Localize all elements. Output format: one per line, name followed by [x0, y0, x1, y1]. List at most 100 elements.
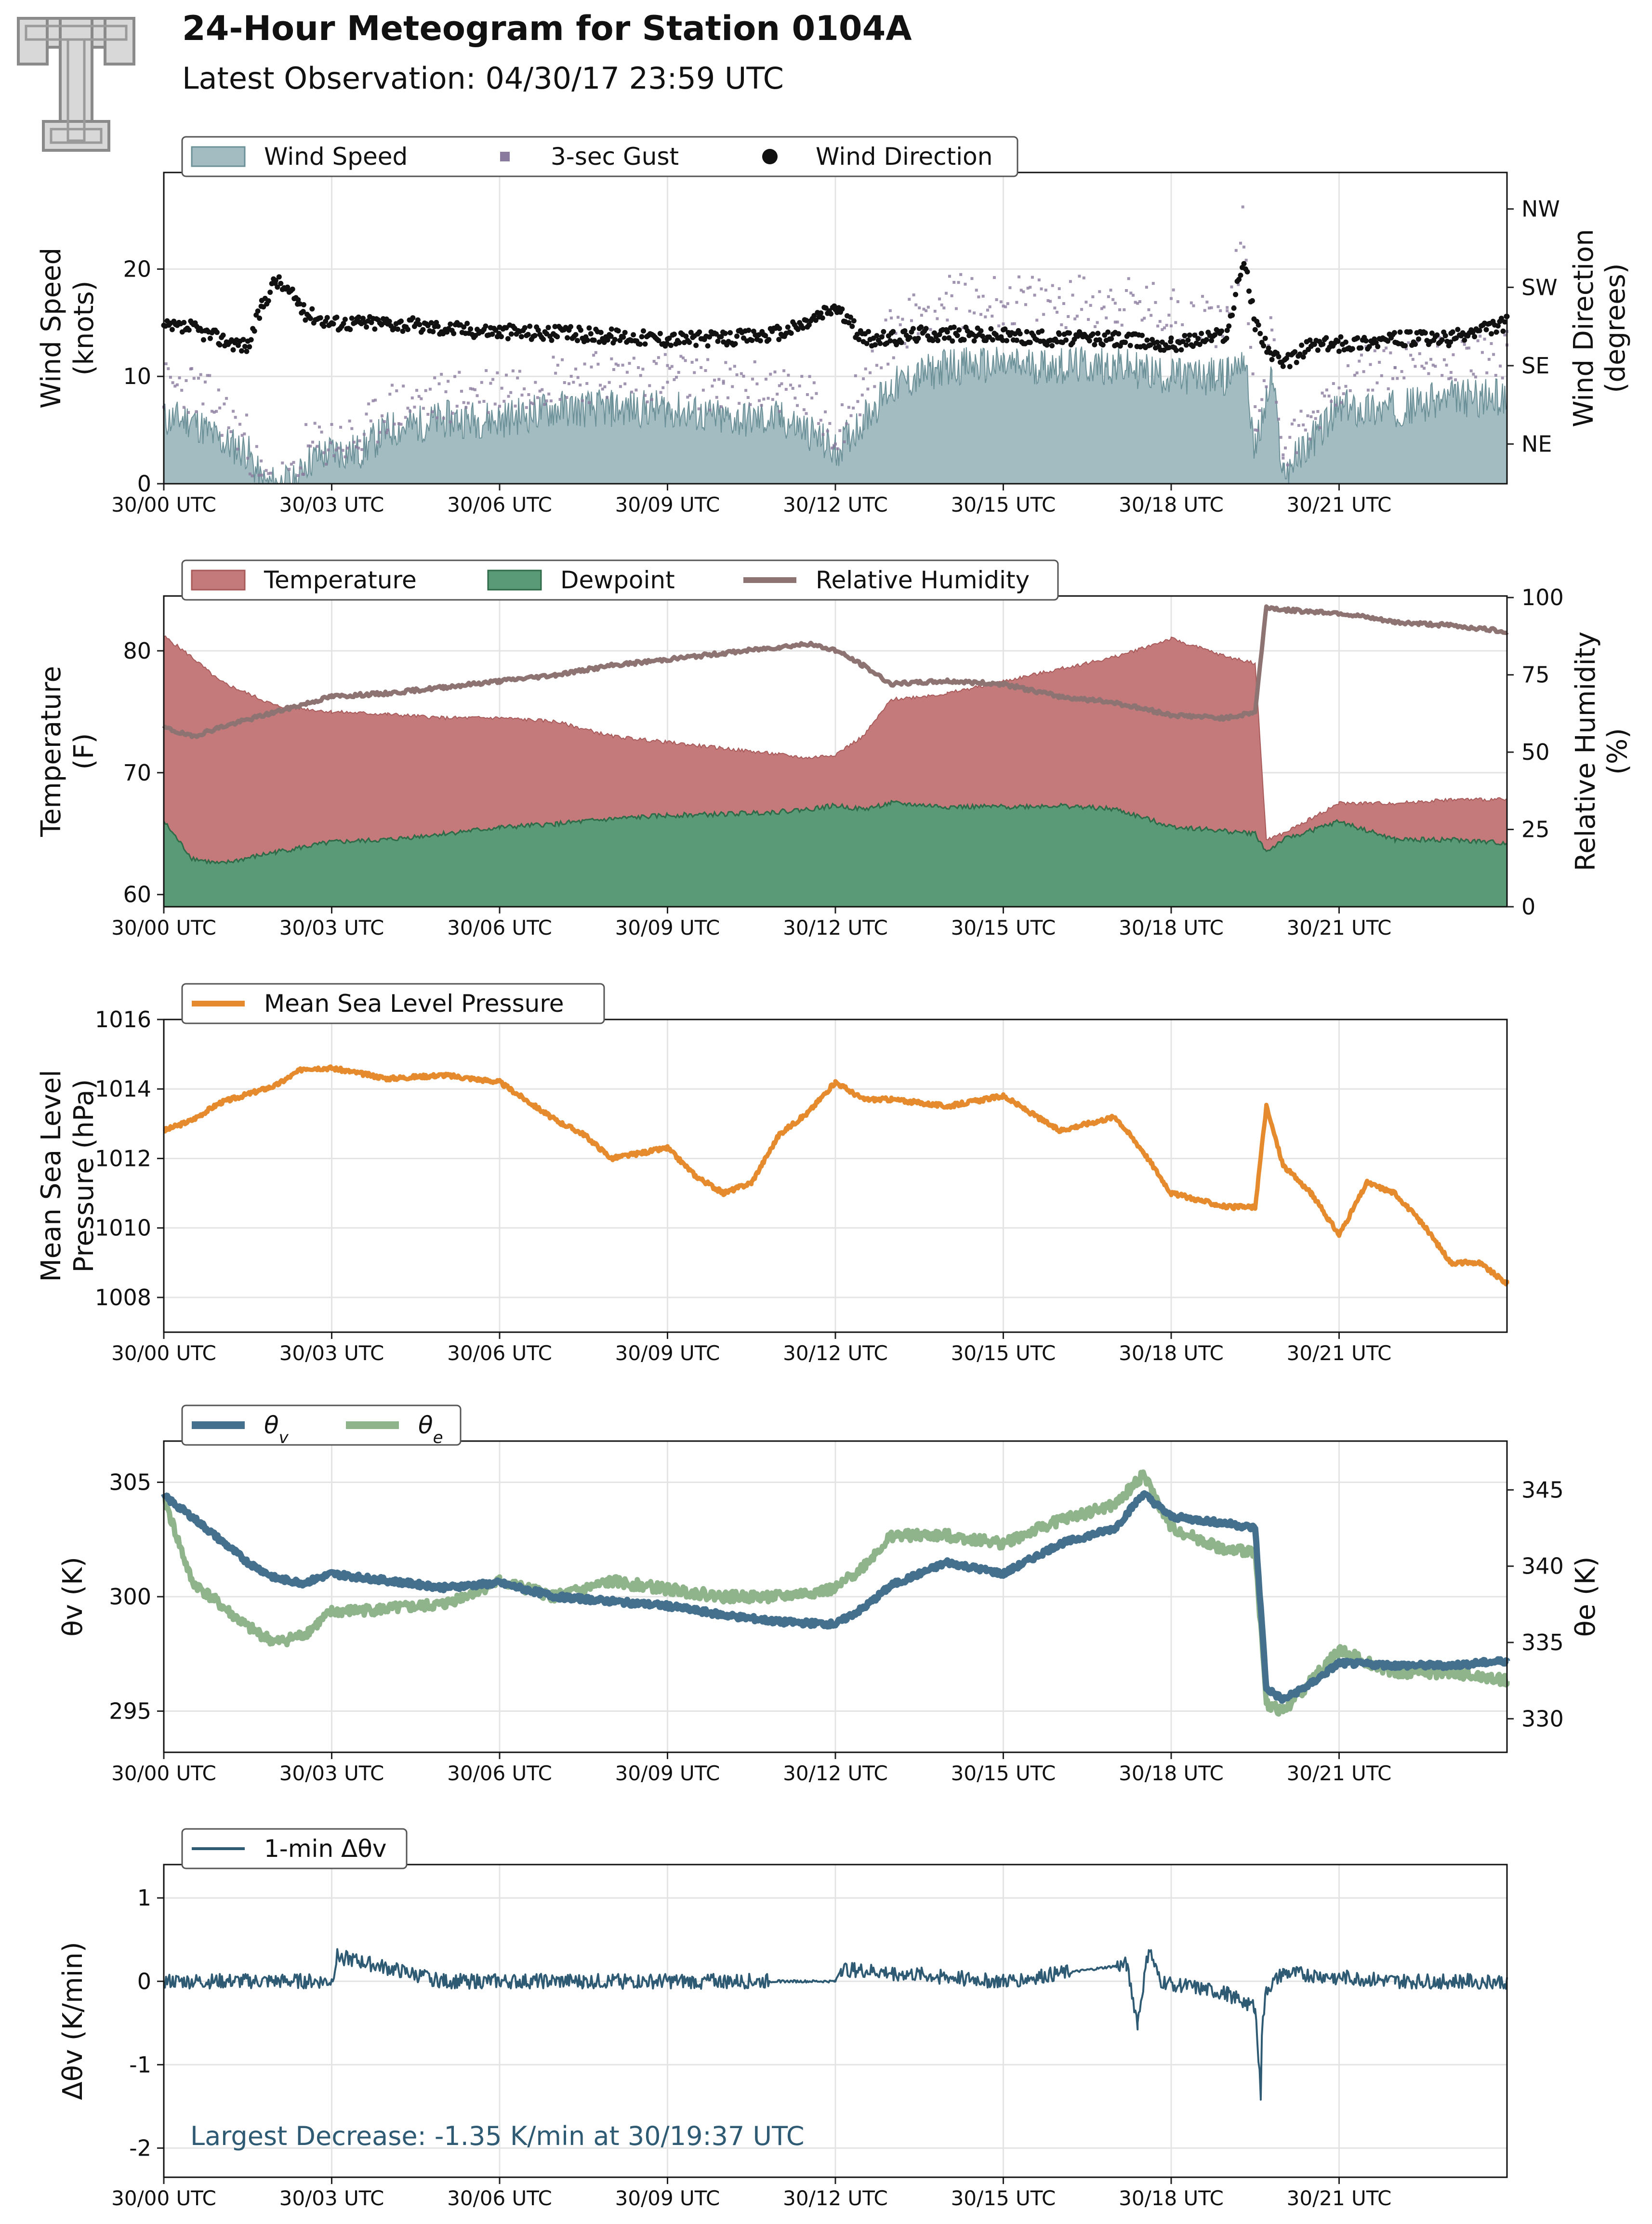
- y-tick-label: 1014: [95, 1076, 151, 1102]
- gust-point: [1334, 403, 1337, 407]
- wind-direction-point: [1123, 340, 1128, 345]
- wind-direction-point: [435, 323, 441, 329]
- gust-point: [728, 367, 732, 371]
- gust-point: [541, 388, 544, 391]
- rh-line: [162, 604, 1509, 739]
- x-tick-label: 30/03 UTC: [279, 1341, 384, 1365]
- gust-point: [1249, 345, 1252, 349]
- wind-direction-point: [749, 338, 755, 343]
- gust-point: [243, 432, 246, 436]
- gust-point: [1241, 205, 1244, 209]
- gust-point: [381, 414, 384, 418]
- gust-point: [435, 416, 438, 420]
- wind-direction-point: [255, 308, 261, 314]
- wind-direction-point: [763, 333, 768, 339]
- gust-point: [1116, 320, 1119, 324]
- wind-direction-point: [1224, 335, 1229, 341]
- wind-direction-point: [818, 310, 824, 316]
- gust-point: [821, 433, 825, 436]
- wind-direction-point: [321, 323, 327, 329]
- wind-direction-point: [757, 338, 763, 344]
- gust-point: [1382, 349, 1386, 352]
- wind-direction-point: [347, 327, 353, 332]
- gust-point: [1163, 326, 1166, 330]
- wind-direction-point: [1127, 343, 1133, 348]
- gust-point: [316, 445, 319, 448]
- gust-point: [1242, 245, 1246, 249]
- wind-direction-point: [415, 317, 421, 323]
- gust-point: [498, 405, 501, 408]
- gust-point: [668, 367, 672, 370]
- gust-point: [670, 365, 674, 368]
- wind-direction-point: [410, 315, 416, 321]
- gust-point: [534, 381, 537, 384]
- gust-point: [695, 358, 698, 362]
- gust-point: [383, 420, 386, 423]
- gust-point: [339, 425, 343, 429]
- gust-point: [217, 388, 220, 392]
- gust-point: [1057, 287, 1061, 291]
- wind-direction-point: [290, 286, 295, 292]
- wind-direction-point: [220, 332, 226, 338]
- x-tick-label: 30/00 UTC: [111, 493, 216, 516]
- gust-point: [1369, 363, 1372, 366]
- gust-point: [986, 308, 989, 312]
- wind-direction-point: [1392, 330, 1397, 335]
- wind-direction-point: [1067, 330, 1072, 336]
- gust-point: [1078, 275, 1081, 278]
- wind-direction-point: [448, 321, 453, 327]
- gust-point: [1138, 300, 1141, 304]
- gust-point: [322, 451, 326, 454]
- gust-point: [426, 412, 430, 416]
- gust-point: [988, 305, 991, 308]
- gust-point: [782, 369, 786, 372]
- wind-direction-point: [1287, 364, 1293, 370]
- gust-point: [1380, 374, 1383, 377]
- gust-point: [466, 401, 470, 405]
- gust-point: [417, 395, 421, 398]
- gust-point: [187, 411, 190, 414]
- gust-point: [447, 380, 450, 383]
- panel-2: 30/00 UTC 30/03 UTC 30/06 UTC 30/09 UTC 30/1…: [36, 559, 1633, 940]
- gust-point: [1452, 353, 1455, 357]
- wind-direction-point: [522, 325, 528, 331]
- gust-point: [648, 384, 651, 387]
- wind-direction-point: [307, 316, 313, 321]
- y-axis-label: Wind Speed: [36, 248, 67, 409]
- x-tick-label: 30/03 UTC: [279, 1761, 384, 1785]
- gust-point: [471, 387, 475, 391]
- wind-speed-area: [163, 346, 1507, 484]
- gust-point: [344, 455, 347, 459]
- gust-point: [805, 412, 808, 415]
- largest-decrease-annotation: Largest Decrease: -1.35 K/min at 30/19:3…: [190, 2121, 805, 2151]
- gust-point: [1228, 312, 1231, 315]
- gust-point: [576, 376, 580, 379]
- gust-point: [1019, 289, 1023, 292]
- gust-point: [808, 375, 811, 378]
- legend-label: Mean Sea Level Pressure: [264, 990, 564, 1018]
- y-axis-label: (F): [68, 733, 100, 770]
- wind-direction-point: [276, 274, 282, 280]
- gust-point: [212, 410, 216, 414]
- gust-point: [1431, 363, 1435, 367]
- wind-direction-point: [1219, 328, 1225, 334]
- gust-point: [1425, 361, 1428, 365]
- wind-direction-point: [584, 337, 590, 343]
- gust-point: [208, 374, 211, 377]
- gust-point: [1151, 282, 1155, 285]
- gust-point: [973, 311, 976, 315]
- gust-point: [1314, 417, 1317, 420]
- dtheta-line: [163, 1948, 1508, 2101]
- gust-point: [798, 384, 801, 388]
- gust-point: [679, 355, 683, 358]
- gust-point: [1127, 277, 1130, 280]
- gust-point: [485, 369, 488, 372]
- gust-point: [549, 399, 553, 403]
- gust-point: [1080, 308, 1084, 311]
- gust-point: [663, 353, 667, 356]
- wind-direction-point: [1307, 337, 1313, 343]
- gust-point: [428, 387, 432, 391]
- gust-point: [569, 374, 573, 378]
- gust-point: [1008, 286, 1012, 290]
- wind-direction-point: [1057, 331, 1062, 337]
